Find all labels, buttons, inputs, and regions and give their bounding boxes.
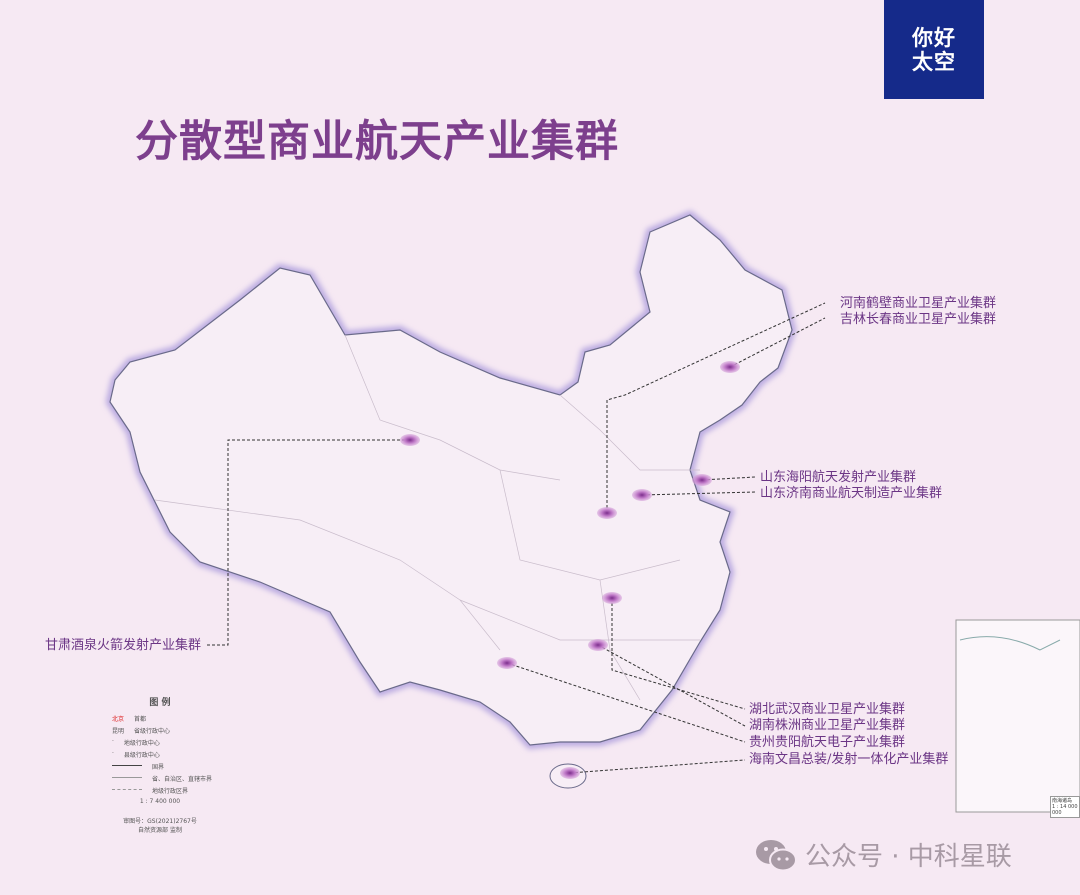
cluster-label: 甘肃酒泉火箭发射产业集群 bbox=[45, 638, 202, 653]
page-title: 分散型商业航天产业集群 bbox=[135, 117, 619, 167]
cluster-label: 吉林长春商业卫星产业集群 bbox=[840, 312, 997, 327]
marker-changchun bbox=[720, 361, 740, 373]
inset-title: 南海诸岛 bbox=[1052, 798, 1073, 804]
legend-text: 县级行政中心 bbox=[123, 752, 160, 759]
marker-wuhan bbox=[602, 592, 622, 604]
legend-symbol: 昆明 bbox=[112, 728, 125, 735]
marker-hebi bbox=[597, 507, 617, 519]
cluster-label: 海南文昌总装/发射一体化产业集群 bbox=[749, 752, 949, 767]
marker-jinan bbox=[632, 489, 652, 501]
marker-haiyang bbox=[692, 474, 712, 486]
legend-text: 省、自治区、直辖市界 bbox=[152, 776, 213, 783]
cluster-label: 河南鹤壁商业卫星产业集群 bbox=[840, 296, 997, 311]
legend-scale: 1 : 7 400 000 bbox=[139, 798, 181, 805]
legend-row: · 县级行政中心 bbox=[112, 750, 160, 759]
legend-row: 地级行政区界 bbox=[112, 786, 220, 795]
logo: 你好 太空 bbox=[884, 0, 984, 99]
cluster-label: 湖南株洲商业卫星产业集群 bbox=[749, 718, 906, 733]
legend-text: 地级行政区界 bbox=[152, 788, 189, 795]
marker-wenchang bbox=[560, 767, 580, 779]
inset-south-china-sea bbox=[955, 619, 1080, 813]
legend-text: 省级行政中心 bbox=[134, 728, 171, 735]
cluster-markers bbox=[400, 361, 740, 779]
legend-title: 图 例 bbox=[149, 698, 171, 708]
watermark: 公众号 · 中科星联 bbox=[755, 836, 1012, 873]
cluster-label: 山东济南商业航天制造产业集群 bbox=[760, 486, 943, 501]
cluster-label: 山东海阳航天发射产业集群 bbox=[760, 470, 917, 485]
map-legend: 图 例 北京 首都 昆明 省级行政中心 · 地级行政中心 · 县级行政中心 国界 省、自… bbox=[100, 695, 220, 835]
inset-label: 南海诸岛 1 : 14 000 000 bbox=[1050, 796, 1080, 818]
china-outline bbox=[105, 210, 797, 789]
leader-lines bbox=[205, 302, 826, 774]
inset-scale: 1 : 14 000 000 bbox=[1052, 804, 1078, 816]
legend-row: 北京 首都 bbox=[112, 714, 220, 723]
cluster-label: 贵州贵阳航天电子产业集群 bbox=[749, 735, 906, 750]
legend-row: 省、自治区、直辖市界 bbox=[112, 774, 220, 783]
legend-text: 首都 bbox=[134, 716, 147, 723]
legend-symbol: 北京 bbox=[112, 716, 125, 723]
legend-row: 昆明 省级行政中心 bbox=[112, 726, 220, 735]
watermark-text: 公众号 · 中科星联 bbox=[805, 842, 1012, 872]
legend-text: 国界 bbox=[152, 764, 165, 771]
marker-zhuzhou bbox=[588, 639, 608, 651]
cluster-label: 湖北武汉商业卫星产业集群 bbox=[749, 702, 906, 717]
legend-text: 地级行政中心 bbox=[123, 740, 160, 747]
logo-line-2: 太空 bbox=[912, 49, 956, 74]
legend-row: 国界 bbox=[112, 762, 220, 771]
legend-row: · 地级行政中心 bbox=[112, 738, 160, 747]
marker-jiuquan bbox=[400, 434, 420, 446]
marker-guiyang bbox=[497, 657, 517, 669]
logo-line-1: 你好 bbox=[912, 25, 956, 50]
wechat-icon bbox=[756, 839, 797, 871]
approval-number: 审图号：GS(2021)2767号 bbox=[123, 818, 197, 825]
map-supervisor: 自然资源部 监制 bbox=[138, 827, 182, 834]
